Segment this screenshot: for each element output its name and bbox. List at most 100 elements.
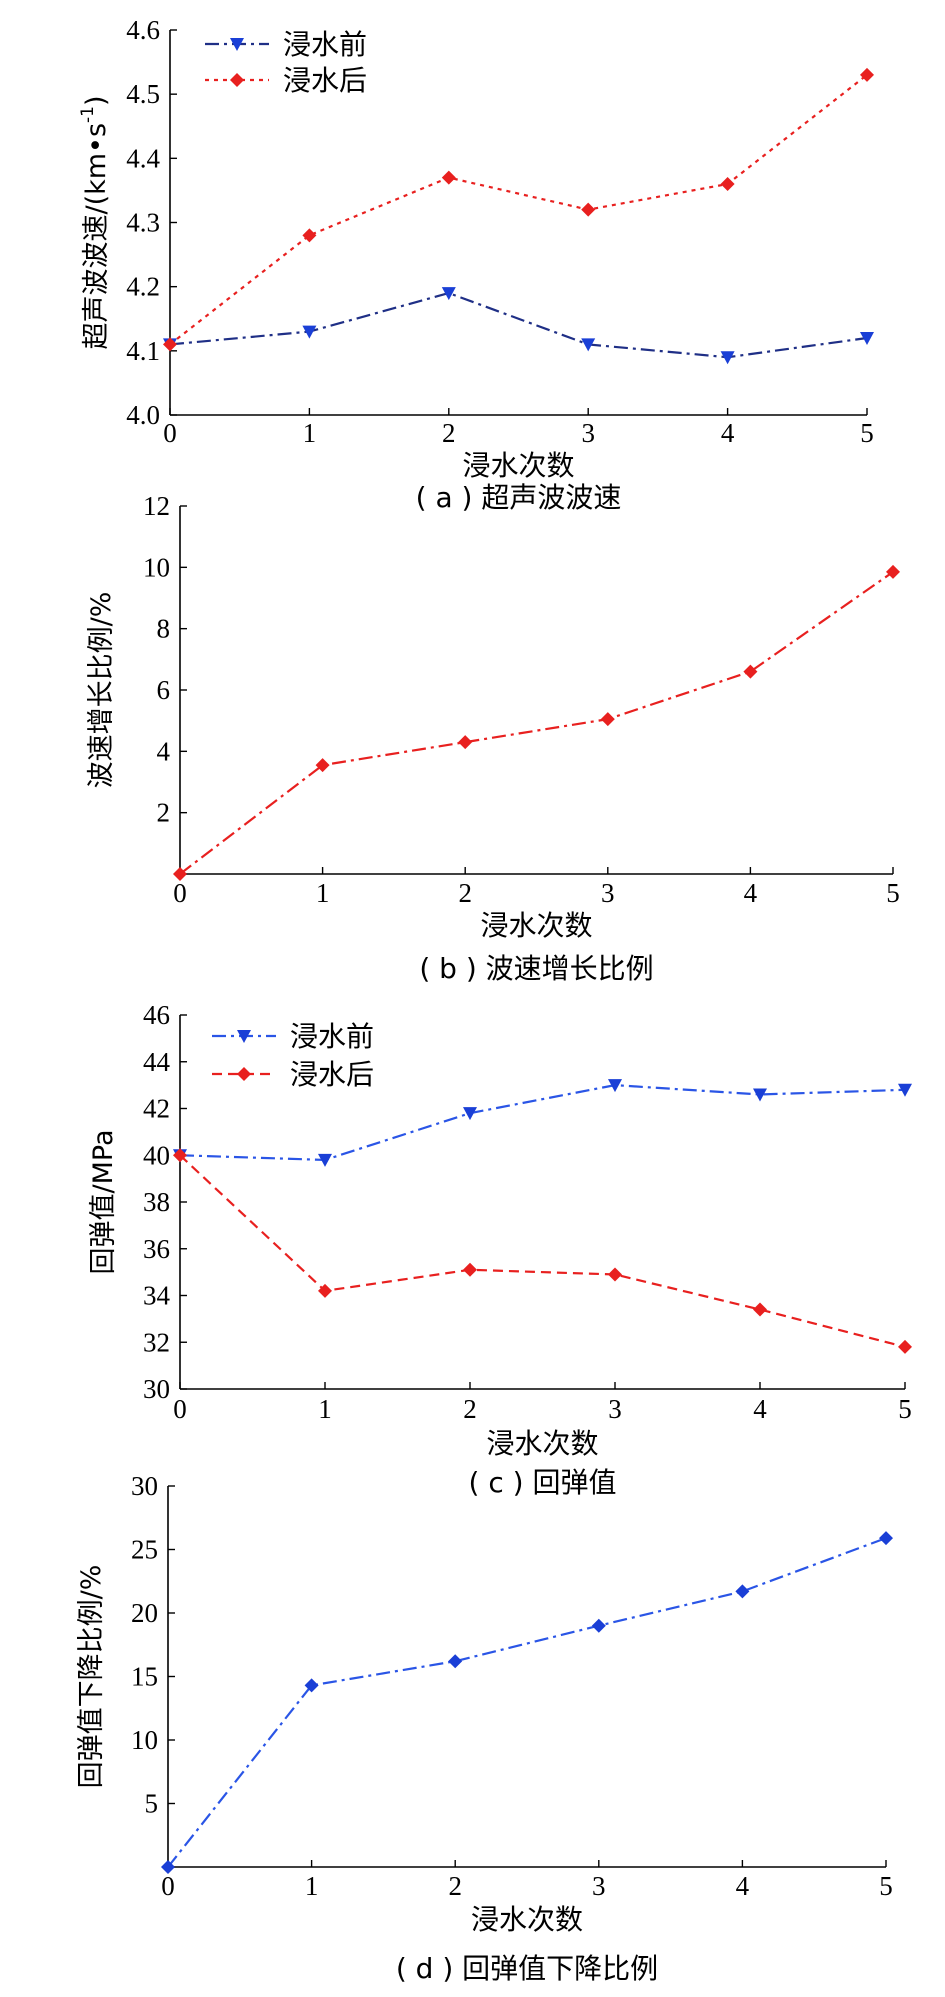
y-axis-label-close: ) xyxy=(81,95,112,106)
y-axis-label-text: 回弹值/MPa xyxy=(88,1129,119,1274)
x-tick-label: 0 xyxy=(163,418,177,448)
data-point xyxy=(898,1083,912,1097)
figure-caption: ( a ) 超声波波速 xyxy=(416,481,622,514)
x-tick-label: 2 xyxy=(442,418,456,448)
data-point xyxy=(302,325,317,339)
series-1 xyxy=(173,1148,912,1354)
legend-swatch-marker xyxy=(237,1030,251,1043)
y-axis-label: 回弹值下降比例/% xyxy=(76,1565,107,1789)
figure-caption: ( d ) 回弹值下降比例 xyxy=(396,1952,658,1985)
x-tick-label: 1 xyxy=(318,1394,332,1424)
y-tick-label: 12 xyxy=(143,491,170,521)
figure-caption: ( c ) 回弹值 xyxy=(469,1466,617,1499)
y-tick-label: 4.5 xyxy=(126,79,160,109)
data-point xyxy=(581,338,596,352)
y-tick-label: 4.0 xyxy=(126,400,160,430)
data-point xyxy=(860,67,874,82)
series-line xyxy=(169,74,868,346)
y-tick-label: 10 xyxy=(131,1725,158,1755)
data-point xyxy=(608,1079,622,1093)
data-point xyxy=(860,332,874,345)
x-tick-label: 5 xyxy=(886,878,900,908)
x-tick-label: 5 xyxy=(898,1394,912,1424)
y-tick-label: 5 xyxy=(145,1789,159,1819)
x-tick-label: 0 xyxy=(173,878,187,908)
x-tick-label: 4 xyxy=(721,418,735,448)
y-tick-label: 10 xyxy=(143,552,170,582)
y-tick-label: 4.2 xyxy=(126,272,160,302)
y-tick-label: 46 xyxy=(143,1000,170,1030)
legend-swatch-marker xyxy=(230,38,244,51)
y-tick-label: 8 xyxy=(157,614,171,644)
x-tick-label: 1 xyxy=(303,418,317,448)
data-point xyxy=(315,758,330,773)
series-line xyxy=(169,291,868,359)
y-tick-label: 42 xyxy=(143,1094,170,1124)
figure-caption: ( b ) 波速增长比例 xyxy=(419,952,653,985)
legend-label: 浸水后 xyxy=(290,1058,374,1091)
data-point xyxy=(600,712,615,727)
data-point xyxy=(753,1088,767,1102)
y-axis-label-text: 超声波波速/(km•s xyxy=(81,123,112,350)
legend-item-0: 浸水前 xyxy=(205,28,367,61)
y-tick-label: 30 xyxy=(143,1374,170,1404)
y-tick-label: 15 xyxy=(131,1662,158,1692)
series-line xyxy=(167,1537,887,1868)
data-point xyxy=(173,1148,187,1163)
series-1 xyxy=(163,67,874,352)
y-tick-label: 36 xyxy=(143,1234,170,1264)
x-tick-label: 4 xyxy=(753,1394,767,1424)
legend-item-1: 浸水后 xyxy=(205,64,367,97)
x-tick-label: 0 xyxy=(161,1871,175,1901)
series-0 xyxy=(161,1531,893,1874)
x-tick-label: 3 xyxy=(592,1871,606,1901)
x-tick-label: 3 xyxy=(581,418,595,448)
data-point xyxy=(463,1262,477,1277)
y-axis-label-text: 回弹值下降比例/% xyxy=(76,1565,107,1789)
data-point xyxy=(879,1531,893,1546)
y-tick-label: 2 xyxy=(157,798,171,828)
x-tick-label: 3 xyxy=(608,1394,622,1424)
x-axis-label: 浸水次数 xyxy=(471,1903,583,1936)
data-point xyxy=(463,1107,477,1121)
data-point xyxy=(173,867,187,881)
data-point xyxy=(318,1283,332,1298)
x-axis-label: 浸水次数 xyxy=(480,909,592,942)
x-tick-label: 5 xyxy=(879,1871,893,1901)
series-line xyxy=(179,1154,906,1348)
data-point xyxy=(458,735,473,750)
data-point xyxy=(163,337,177,352)
y-axis-label-text: 波速增长比例/% xyxy=(86,592,117,789)
y-tick-label: 32 xyxy=(143,1327,170,1357)
y-tick-label: 40 xyxy=(143,1140,170,1170)
x-tick-label: 2 xyxy=(458,878,472,908)
series-0 xyxy=(173,564,900,881)
y-tick-label: 34 xyxy=(143,1281,171,1311)
legend-item-1: 浸水后 xyxy=(212,1058,374,1091)
data-point xyxy=(441,287,456,301)
y-tick-label: 30 xyxy=(131,1471,158,1501)
y-tick-label: 44 xyxy=(143,1047,171,1077)
chart-d: 0 1 2 3 4 5 5 10 15 20 25 30 回弹值下降比例/% 浸水次数 ( d ) 回弹值下… xyxy=(76,1471,893,1985)
legend-item-0: 浸水前 xyxy=(212,1020,374,1053)
data-point xyxy=(720,177,735,191)
data-point xyxy=(753,1302,767,1317)
data-point xyxy=(448,1654,463,1669)
legend-label: 浸水后 xyxy=(283,64,367,97)
y-axis-label: 超声波波速/(km•s-1) xyxy=(78,95,112,349)
data-point xyxy=(720,351,735,365)
x-tick-label: 1 xyxy=(305,1871,319,1901)
data-point xyxy=(735,1584,750,1599)
x-tick-label: 1 xyxy=(316,878,330,908)
y-tick-label: 4.6 xyxy=(126,15,160,45)
series-line xyxy=(179,1084,906,1162)
data-point xyxy=(591,1618,606,1633)
x-tick-label: 2 xyxy=(463,1394,477,1424)
data-point xyxy=(581,202,596,217)
data-point xyxy=(898,1339,912,1354)
legend-swatch-marker xyxy=(237,1067,251,1081)
data-point xyxy=(886,564,900,579)
data-point xyxy=(318,1153,332,1167)
